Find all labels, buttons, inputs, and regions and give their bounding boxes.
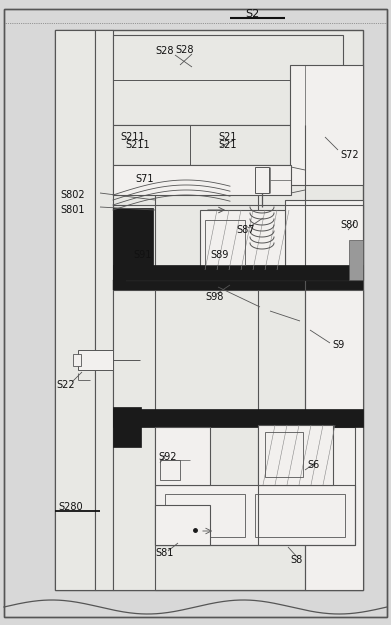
Bar bbox=[113, 35, 343, 125]
Bar bbox=[78, 350, 113, 370]
Bar bbox=[290, 65, 363, 185]
Text: S28: S28 bbox=[175, 45, 194, 55]
Text: S211: S211 bbox=[125, 140, 150, 150]
Text: S21: S21 bbox=[218, 132, 237, 142]
Text: S80: S80 bbox=[340, 220, 359, 230]
Bar bbox=[113, 165, 291, 195]
Bar bbox=[349, 240, 363, 280]
Bar bbox=[155, 485, 355, 545]
Bar bbox=[265, 432, 303, 477]
Text: S8: S8 bbox=[290, 555, 302, 565]
Text: S91: S91 bbox=[133, 250, 151, 260]
Bar bbox=[113, 125, 345, 165]
Bar bbox=[113, 208, 153, 273]
Bar bbox=[113, 409, 363, 427]
Bar bbox=[113, 407, 141, 447]
Bar bbox=[285, 200, 363, 280]
Bar bbox=[258, 425, 333, 485]
Text: S801: S801 bbox=[60, 205, 84, 215]
Bar bbox=[255, 494, 345, 537]
Bar bbox=[200, 210, 285, 270]
Text: S92: S92 bbox=[158, 452, 176, 462]
Text: S98: S98 bbox=[205, 292, 223, 302]
Text: S2: S2 bbox=[245, 9, 259, 19]
Text: S22: S22 bbox=[56, 380, 75, 390]
Text: S802: S802 bbox=[60, 190, 84, 200]
Text: S21: S21 bbox=[218, 140, 237, 150]
Text: S280: S280 bbox=[58, 502, 83, 512]
Bar bbox=[95, 30, 113, 590]
Bar bbox=[113, 265, 363, 280]
Text: S28: S28 bbox=[155, 46, 174, 56]
Text: S89: S89 bbox=[210, 250, 228, 260]
Bar bbox=[113, 290, 363, 590]
Bar bbox=[73, 354, 81, 366]
Bar bbox=[155, 505, 210, 545]
Bar bbox=[113, 205, 363, 280]
Text: S87: S87 bbox=[236, 225, 255, 235]
Bar bbox=[55, 30, 363, 590]
Bar bbox=[305, 290, 363, 590]
Bar bbox=[165, 494, 245, 537]
Bar bbox=[255, 167, 269, 193]
Bar bbox=[113, 265, 125, 285]
Text: S72: S72 bbox=[340, 150, 359, 160]
Bar bbox=[205, 220, 245, 265]
Text: S9: S9 bbox=[332, 340, 344, 350]
Text: S71: S71 bbox=[135, 174, 154, 184]
Text: S211: S211 bbox=[120, 132, 145, 142]
Text: S6: S6 bbox=[307, 460, 319, 470]
Bar bbox=[160, 460, 180, 480]
Text: S81: S81 bbox=[155, 548, 173, 558]
Bar bbox=[155, 427, 210, 485]
Bar bbox=[113, 280, 363, 290]
Bar bbox=[55, 30, 95, 590]
